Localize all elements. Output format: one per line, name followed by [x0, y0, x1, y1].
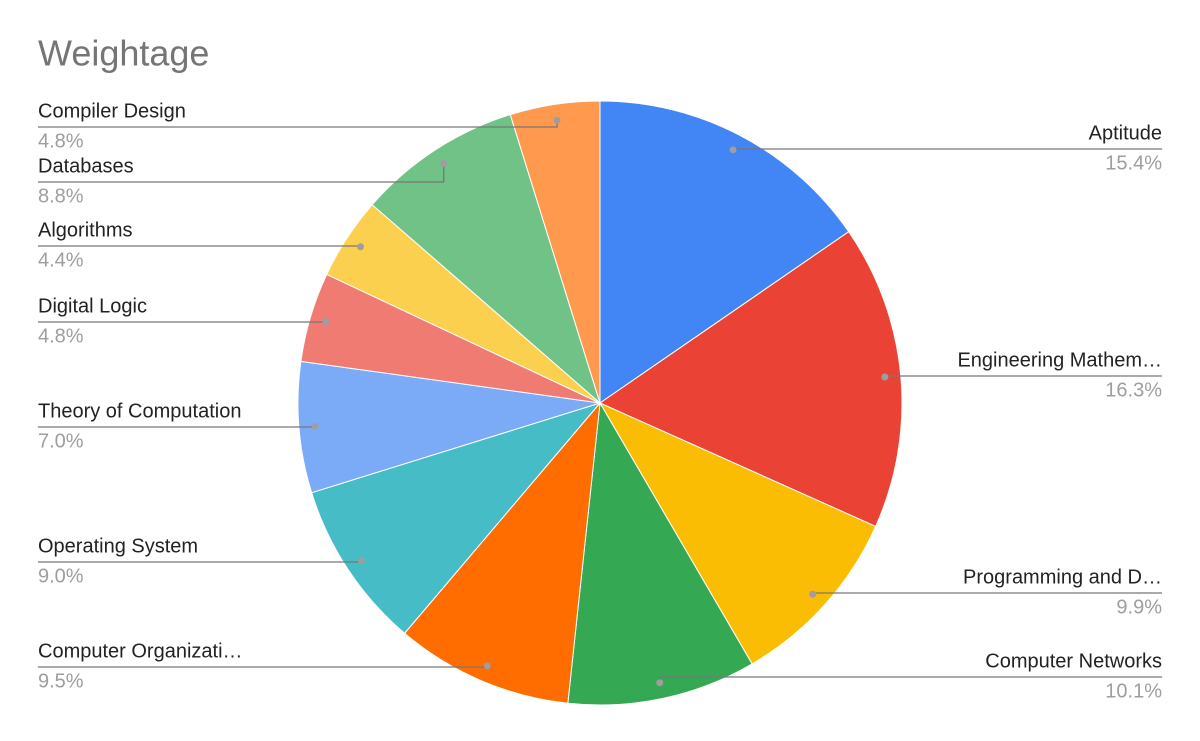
leader-dot — [729, 146, 737, 154]
leader-dot — [483, 662, 491, 670]
pie-slice — [567, 401, 753, 706]
slice-label: Theory of Computation — [38, 400, 241, 422]
pie-slice — [598, 401, 877, 665]
slice-label: Programming and D… — [963, 566, 1162, 588]
slice-label: Computer Networks — [985, 650, 1162, 672]
leader-dot — [553, 116, 561, 124]
slice-value: 16.3% — [1105, 379, 1162, 401]
leader-line — [38, 426, 316, 428]
slice-value: 4.8% — [38, 325, 84, 347]
leader-line — [38, 245, 362, 247]
slice-value: 15.4% — [1105, 152, 1162, 174]
pie-slice — [311, 402, 602, 634]
slice-value: 9.0% — [38, 565, 84, 587]
slice-value: 4.8% — [38, 130, 84, 152]
leader-dot — [440, 159, 448, 167]
slice-label: Aptitude — [1089, 122, 1162, 144]
slice-label: Algorithms — [38, 219, 132, 241]
leader-dot — [322, 317, 330, 325]
slice-label: Engineering Mathem… — [957, 349, 1162, 371]
slice-value: 9.5% — [38, 670, 84, 692]
slice-label: Digital Logic — [38, 295, 147, 317]
slice-label: Computer Organizati… — [38, 640, 243, 662]
leader-dot — [357, 557, 365, 565]
leader-dot — [809, 590, 817, 598]
pie-slice — [403, 401, 601, 704]
pie-slice — [371, 114, 602, 405]
slice-value: 9.9% — [1116, 596, 1162, 618]
leader-dot — [881, 373, 889, 381]
slice-label: Compiler Design — [38, 100, 186, 122]
chart-title: Weightage — [38, 33, 209, 74]
leader-dot — [656, 679, 664, 687]
slice-value: 4.4% — [38, 249, 84, 271]
leader-line — [38, 163, 445, 183]
slice-label: Databases — [38, 155, 134, 177]
slice-value: 7.0% — [38, 430, 84, 452]
slice-value: 10.1% — [1105, 680, 1162, 702]
slice-label: Operating System — [38, 535, 198, 557]
leader-line — [38, 321, 327, 323]
slice-value: 8.8% — [38, 185, 84, 207]
leader-dot — [311, 422, 319, 430]
pie-slice — [509, 100, 601, 404]
pie-slice — [599, 100, 850, 404]
leader-dot — [356, 243, 364, 251]
